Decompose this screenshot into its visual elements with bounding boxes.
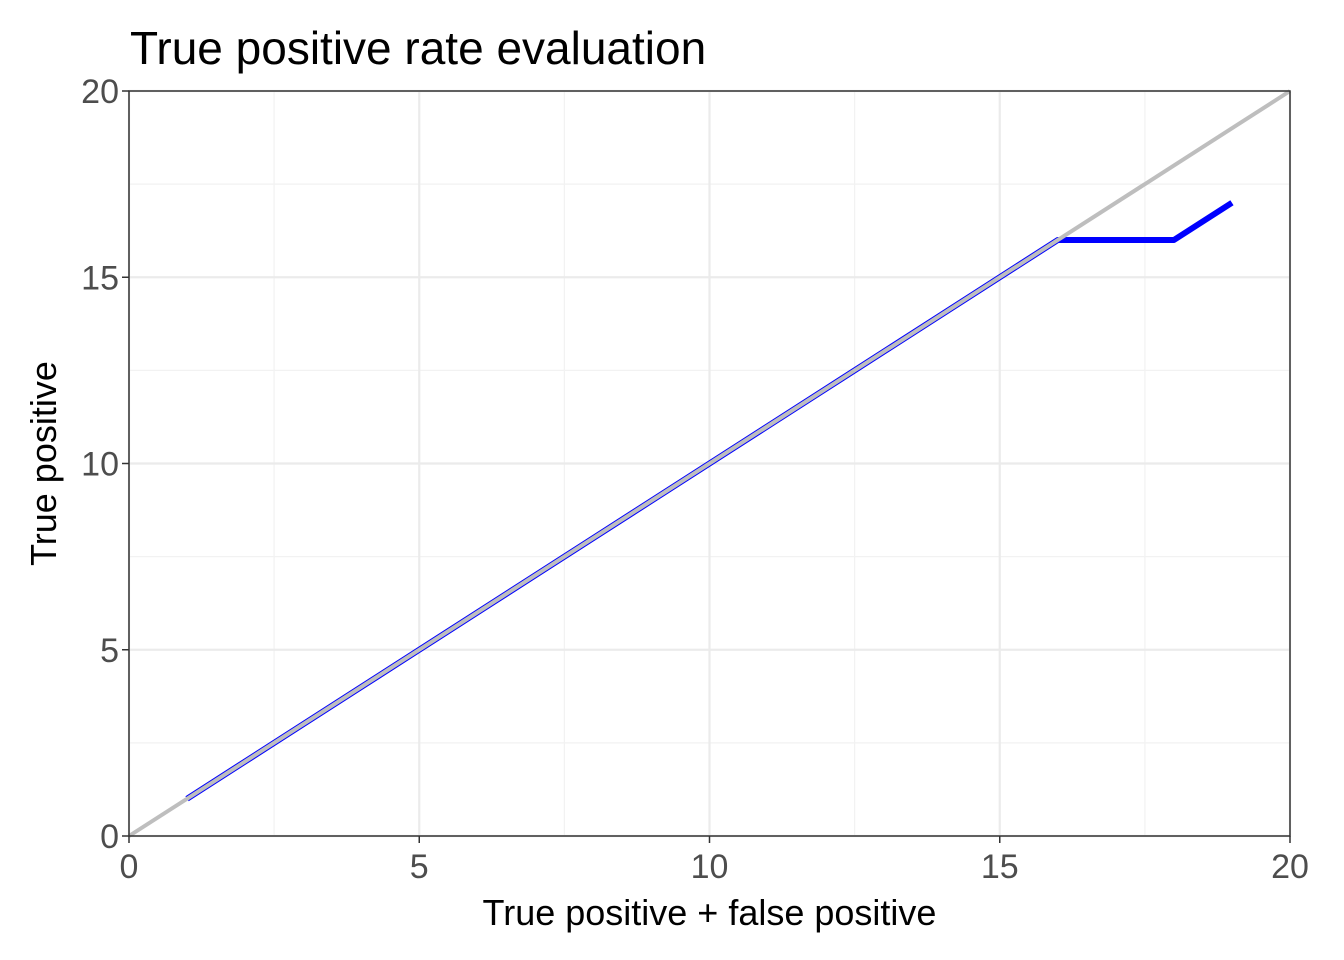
- x-tick-label: 5: [410, 848, 429, 886]
- y-tick-label: 20: [81, 73, 119, 111]
- chart-title: True positive rate evaluation: [130, 22, 706, 74]
- y-tick-label: 5: [100, 632, 119, 670]
- y-tick-label: 0: [100, 818, 119, 856]
- y-axis-title: True positive: [23, 361, 64, 566]
- x-tick-label: 20: [1271, 848, 1309, 886]
- ticks: 0 5 10 15 20 0 5 10 15 20: [81, 73, 1309, 886]
- reference-diagonal-line: [127, 89, 1292, 838]
- chart-marks: [127, 89, 1292, 838]
- x-tick-label: 0: [120, 848, 139, 886]
- x-tick-label: 15: [981, 848, 1019, 886]
- x-axis-title: True positive + false positive: [483, 892, 937, 933]
- y-tick-label: 10: [81, 446, 119, 484]
- x-tick-label: 10: [691, 848, 729, 886]
- y-tick-label: 15: [81, 259, 119, 297]
